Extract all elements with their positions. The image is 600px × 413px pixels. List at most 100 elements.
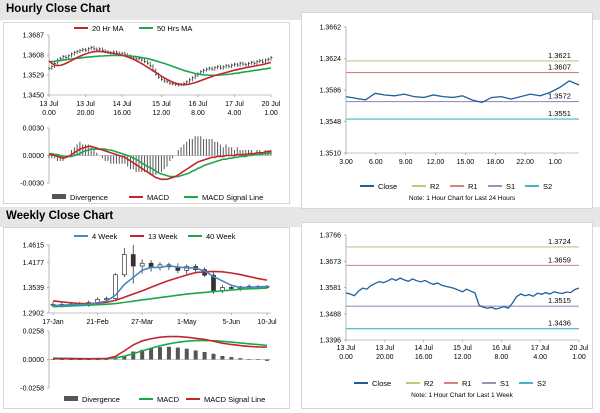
- macd-y-tick-label: -0.0030: [20, 181, 44, 188]
- legend-s1-label: S1: [506, 182, 515, 191]
- price-x-tick-date: 13 Jul: [40, 101, 59, 108]
- level-label-s2: 1.3551: [548, 109, 571, 118]
- levels-x-tick-date: 17 Jul: [531, 345, 550, 352]
- level-label-s1: 1.3572: [548, 92, 571, 101]
- legend-50hr-ma-label: 50 Hrs MA: [157, 24, 192, 33]
- levels-note: Note: 1 Hour Chart for Last 24 Hours: [409, 195, 516, 202]
- price-x-tick-date: 20 Jul: [262, 101, 281, 108]
- wprice-x-tick-label: 5-Jun: [223, 319, 241, 326]
- hourly-price-panel: 20 Hr MA 50 Hrs MA 1.3687 1.3608 1.3529 1.345…: [3, 22, 290, 204]
- levels-x-tick-label: 3.00: [339, 159, 353, 166]
- price-x-tick-time: 0.00: [42, 110, 56, 117]
- weekly-divergence-bar: [68, 359, 73, 360]
- levels-y-tick-label: 1.3766: [320, 233, 342, 240]
- hourly-price-chart: 20 Hr MA 50 Hrs MA 1.3687 1.3608 1.3529 1.345…: [20, 24, 281, 202]
- weekly-4-week-line: [52, 265, 268, 307]
- legend-w-macd-signal-label: MACD Signal Line: [204, 395, 265, 404]
- level-label-r1: 1.3659: [548, 255, 571, 264]
- level-label-r2: 1.3621: [548, 51, 571, 60]
- level-label-s2: 1.3436: [548, 319, 571, 328]
- weekly-divergence-bar: [149, 348, 154, 360]
- legend-s2-label: S2: [537, 379, 546, 388]
- price-x-tick-time: 8.00: [191, 110, 205, 117]
- weekly-candle-body: [113, 274, 118, 299]
- legend-s1-label: S1: [500, 379, 509, 388]
- levels-x-tick-date: 13 Jul: [375, 345, 394, 352]
- levels-x-tick-label: 9.00: [399, 159, 413, 166]
- weekly-divergence-bar: [122, 355, 127, 360]
- price-y-tick-label: 1.3529: [23, 73, 45, 80]
- hourly-levels-panel: 1.3662 1.3624 1.3586 1.3548 1.3510 1.3621 1.36…: [301, 12, 593, 209]
- weekly-divergence-bar: [202, 351, 207, 360]
- levels-note: Note: 1 Hour Chart for Last 1 Week: [411, 392, 514, 399]
- weekly-candle-body: [130, 254, 136, 267]
- levels-x-tick-time: 1.00: [572, 354, 586, 361]
- weekly-price-panel: 4 Week 13 Week 40 Week 1.4615 1.4177 1.3539 1.…: [3, 227, 290, 409]
- wprice-x-tick-label: 17-Jan: [42, 319, 64, 326]
- legend-macd-signal-label: MACD Signal Line: [202, 193, 263, 202]
- weekly-divergence-bar: [86, 359, 91, 360]
- hourly-20hr-ma-line: [48, 50, 272, 86]
- legend-r2-label: R2: [430, 182, 440, 191]
- levels-y-tick-label: 1.3581: [320, 285, 342, 292]
- levels-y-tick-label: 1.3673: [320, 259, 342, 266]
- weekly-candle-body: [211, 274, 216, 292]
- weekly-divergence-bar: [247, 359, 252, 360]
- levels-x-tick-label: 6.00: [369, 159, 383, 166]
- legend-s2-label: S2: [543, 182, 552, 191]
- legend-divergence-label: Divergence: [70, 193, 108, 202]
- price-y-tick-label: 1.3608: [23, 53, 45, 60]
- price-x-tick-time: 20.00: [77, 110, 95, 117]
- legend-w-divergence-swatch: [64, 396, 78, 401]
- weekly-divergence-bar: [59, 359, 64, 360]
- level-label-r2: 1.3724: [548, 237, 571, 246]
- levels-y-tick-label: 1.3624: [320, 56, 342, 63]
- weekly-divergence-bar: [211, 353, 216, 360]
- levels-x-tick-date: 20 Jul: [570, 345, 589, 352]
- weekly-divergence-bar: [256, 359, 261, 360]
- legend-4-week-label: 4 Week: [92, 232, 118, 241]
- legend-20hr-ma-label: 20 Hr MA: [92, 24, 124, 33]
- levels-x-tick-label: 1.00: [548, 159, 562, 166]
- legend-close-label: Close: [378, 182, 397, 191]
- legend-macd-label: MACD: [147, 193, 170, 202]
- wprice-y-tick-label: 1.4615: [23, 243, 45, 250]
- levels-x-tick-date: 13 Jul: [337, 345, 356, 352]
- weekly-divergence-bar: [184, 348, 189, 360]
- wprice-y-tick-label: 1.4177: [23, 260, 45, 267]
- price-x-tick-date: 17 Jul: [225, 101, 244, 108]
- legend-r1-label: R1: [462, 379, 472, 388]
- levels-x-tick-label: 22.00: [516, 159, 534, 166]
- weekly-levels-panel: 1.3766 1.3673 1.3581 1.3488 1.3396 1.3724 1.36…: [301, 222, 593, 409]
- wmacd-y-tick-label: 0.0258: [23, 329, 45, 336]
- legend-r1-label: R1: [468, 182, 478, 191]
- wprice-y-tick-label: 1.2902: [23, 311, 45, 318]
- levels-x-tick-time: 20.00: [376, 354, 394, 361]
- weekly-divergence-bar: [95, 359, 100, 360]
- levels-x-tick-time: 0.00: [339, 354, 353, 361]
- legend-40-week-label: 40 Week: [206, 232, 236, 241]
- close-line: [345, 277, 580, 310]
- levels-x-tick-label: 18.00: [487, 159, 505, 166]
- levels-x-tick-date: 15 Jul: [453, 345, 472, 352]
- hourly-macd-signal-line: [49, 148, 272, 178]
- levels-y-tick-label: 1.3488: [320, 311, 342, 318]
- legend-r2-label: R2: [424, 379, 434, 388]
- price-x-tick-time: 4.00: [228, 110, 242, 117]
- price-x-tick-date: 13 Jul: [76, 101, 95, 108]
- weekly-levels-chart: 1.3766 1.3673 1.3581 1.3488 1.3396 1.3724 1.36…: [320, 233, 589, 400]
- wprice-x-tick-label: 1-May: [177, 319, 197, 326]
- legend-w-macd-label: MACD: [157, 395, 180, 404]
- price-x-tick-time: 12.00: [153, 110, 171, 117]
- levels-y-tick-label: 1.3548: [320, 119, 342, 126]
- legend-divergence-swatch: [52, 194, 66, 199]
- weekly-candle-body: [121, 254, 127, 276]
- price-x-tick-date: 16 Jul: [189, 101, 208, 108]
- levels-x-tick-label: 12.00: [427, 159, 445, 166]
- weekly-divergence-bar: [229, 357, 234, 360]
- macd-y-tick-label: 0.0000: [23, 153, 45, 160]
- levels-x-tick-time: 16.00: [415, 354, 433, 361]
- hourly-levels-chart: 1.3662 1.3624 1.3586 1.3548 1.3510 1.3621 1.36…: [320, 25, 580, 202]
- levels-x-tick-time: 12.00: [454, 354, 472, 361]
- price-x-tick-date: 14 Jul: [113, 101, 132, 108]
